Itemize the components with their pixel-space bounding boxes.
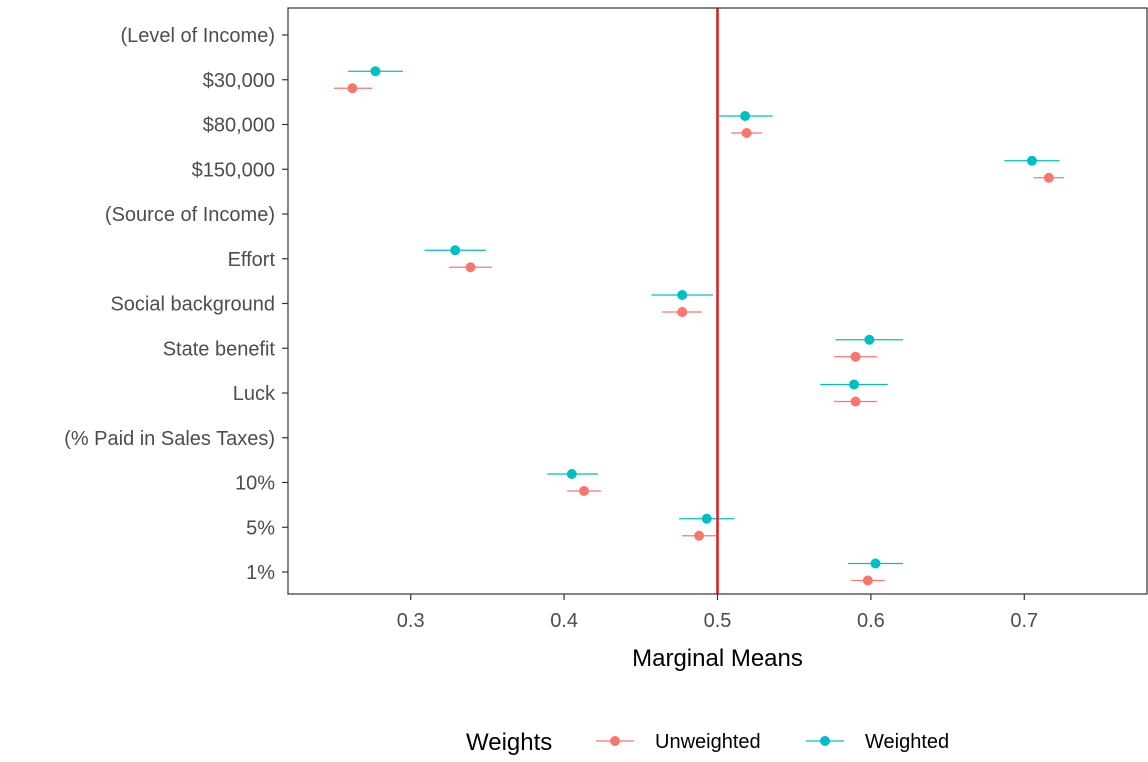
x-axis-title: Marginal Means: [632, 645, 803, 672]
point-unweighted: [465, 262, 476, 273]
point-weighted: [1026, 155, 1037, 166]
y-axis: (Level of Income) $30,000 $80,000 $150,000 (…: [64, 25, 288, 584]
point-unweighted: [347, 83, 358, 94]
point-unweighted: [579, 486, 590, 496]
point-weighted: [370, 66, 381, 77]
point-unweighted: [677, 307, 688, 317]
point-weighted: [864, 334, 875, 345]
y-tick-label: 5%: [246, 517, 275, 539]
x-tick-label: 0.6: [857, 610, 885, 632]
legend-label: Weighted: [865, 731, 949, 753]
y-tick-label: $80,000: [203, 115, 275, 137]
legend: Weights Unweighted Weighted: [466, 729, 949, 756]
plot-panel-border: [287, 7, 1148, 595]
y-tick-label: (Level of Income): [120, 25, 275, 47]
point-weighted: [849, 379, 860, 390]
y-tick-label: $150,000: [192, 159, 275, 181]
y-tick-label: Effort: [228, 249, 276, 271]
y-tick-label: (Source of Income): [105, 204, 275, 226]
x-axis: 0.3 0.4 0.5 0.6 0.7: [397, 594, 1038, 632]
point-unweighted: [1043, 172, 1054, 183]
point-weighted: [450, 245, 461, 256]
legend-label: Unweighted: [655, 731, 761, 753]
y-tick-label: (% Paid in Sales Taxes): [64, 428, 275, 450]
point-unweighted: [862, 575, 873, 586]
y-tick-label: State benefit: [163, 338, 276, 360]
point-unweighted: [741, 128, 752, 138]
legend-title: Weights: [466, 729, 552, 756]
point-unweighted: [694, 530, 705, 541]
point-weighted: [740, 111, 751, 121]
x-tick-label: 0.7: [1010, 610, 1038, 632]
x-tick-label: 0.5: [704, 610, 732, 632]
point-weighted: [701, 513, 712, 524]
y-tick-label: $30,000: [203, 70, 275, 92]
legend-key-point: [610, 736, 620, 746]
y-tick-label: Luck: [233, 383, 276, 405]
y-tick-label: 1%: [246, 562, 275, 584]
point-unweighted: [850, 351, 861, 362]
legend-key-point: [820, 736, 830, 746]
x-tick-label: 0.4: [550, 610, 578, 632]
y-tick-label: Social background: [110, 294, 275, 316]
point-weighted: [870, 558, 881, 569]
point-weighted: [566, 469, 577, 479]
x-tick-label: 0.3: [397, 610, 425, 632]
point-unweighted: [850, 396, 861, 407]
y-tick-label: 10%: [235, 473, 275, 495]
point-weighted: [677, 290, 688, 300]
plot-marks: [334, 8, 1065, 594]
